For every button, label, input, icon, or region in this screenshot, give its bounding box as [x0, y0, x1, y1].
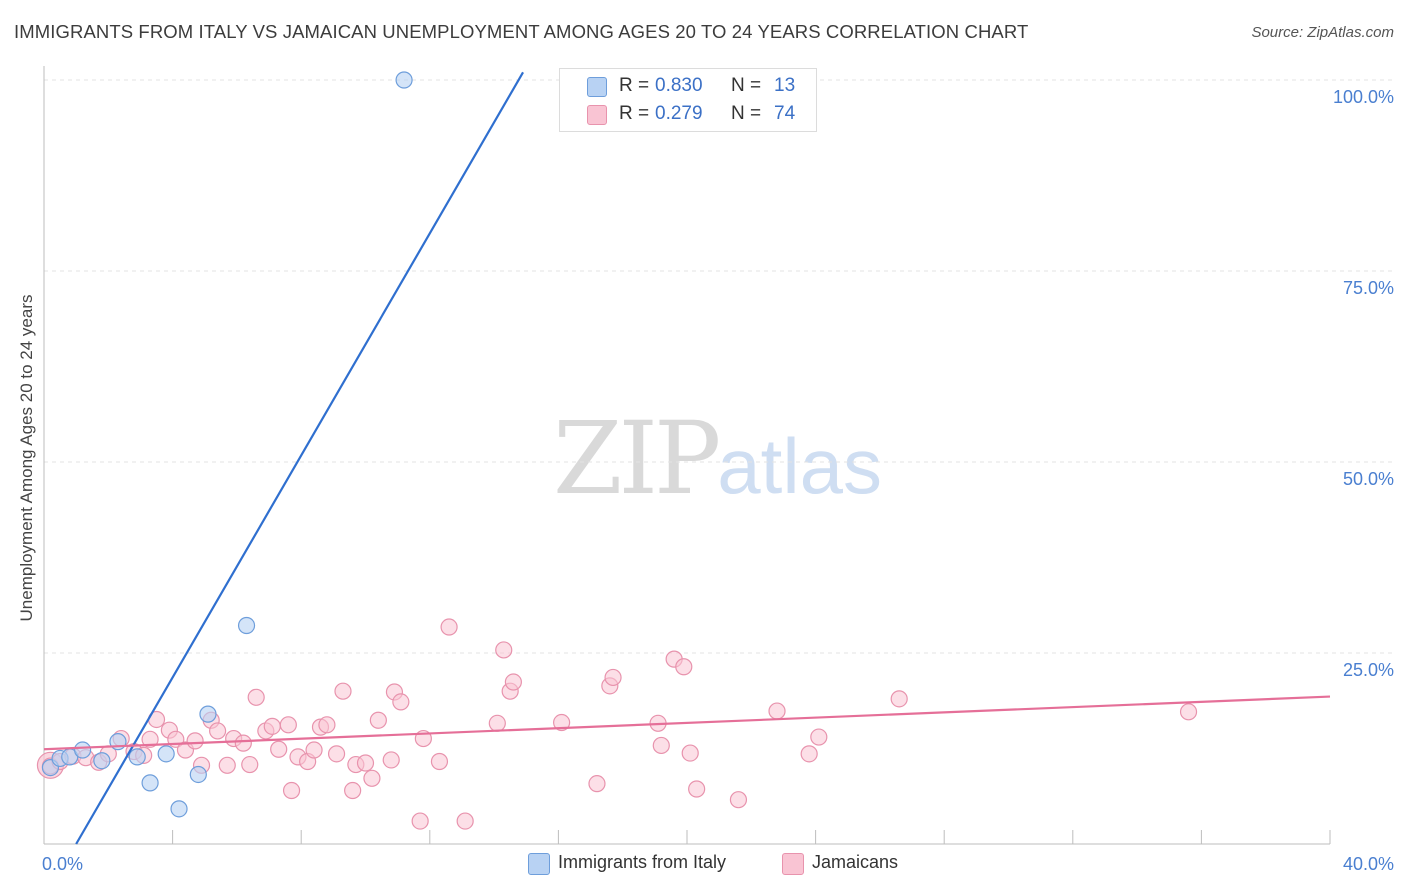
legend-label: Immigrants from Italy	[558, 852, 727, 872]
data-point-italy	[141, 774, 159, 792]
data-point-italy	[199, 705, 217, 723]
data-point-jamaicans	[652, 736, 670, 755]
data-point-italy	[73, 741, 92, 759]
watermark: ZIPatlas	[553, 400, 882, 517]
trend-lines	[43, 71, 1331, 845]
data-point-italy	[93, 752, 111, 770]
italy-points	[41, 71, 413, 818]
data-point-jamaicans	[768, 702, 786, 720]
data-point-jamaicans	[209, 722, 227, 740]
data-point-jamaicans	[504, 673, 522, 691]
x-tick-label: 0.0%	[42, 854, 83, 874]
r-label: R =	[619, 103, 650, 124]
data-point-jamaicans	[263, 717, 281, 735]
jamaicans-swatch	[587, 105, 607, 125]
data-point-jamaicans	[344, 781, 362, 800]
data-point-jamaicans	[241, 755, 259, 774]
data-point-italy	[395, 71, 413, 89]
watermark-zip: ZIP	[553, 400, 721, 517]
data-point-italy	[189, 765, 207, 784]
data-point-jamaicans	[369, 711, 387, 729]
data-point-jamaicans	[411, 812, 429, 830]
data-point-italy	[170, 800, 188, 818]
data-point-jamaicans	[218, 756, 236, 774]
data-point-jamaicans	[430, 752, 449, 771]
data-point-jamaicans	[1179, 703, 1198, 721]
data-point-jamaicans	[382, 751, 400, 769]
data-point-jamaicans	[588, 775, 606, 793]
data-point-jamaicans	[456, 812, 474, 830]
y-tick-label: 75.0%	[1343, 278, 1394, 298]
jamaicans-swatch	[782, 853, 804, 875]
data-point-jamaicans	[495, 641, 513, 659]
data-point-jamaicans	[729, 791, 748, 809]
axis-layer	[43, 66, 1331, 845]
data-point-jamaicans	[440, 618, 458, 636]
data-point-jamaicans	[318, 716, 336, 734]
r-value: 0.830	[655, 75, 703, 96]
x-tick-label: 40.0%	[1343, 854, 1394, 874]
r-value: 0.279	[655, 103, 703, 124]
data-point-jamaicans	[688, 780, 706, 798]
tick-labels: 25.0% 50.0% 75.0% 100.0% 0.0% 40.0%	[42, 87, 1394, 874]
italy-swatch	[528, 853, 550, 875]
data-point-jamaicans	[553, 713, 571, 732]
grid-layer	[44, 79, 1394, 654]
data-point-jamaicans	[810, 728, 828, 746]
n-value: 74	[774, 103, 796, 124]
data-point-jamaicans	[279, 716, 297, 734]
data-point-jamaicans	[675, 658, 693, 676]
data-point-jamaicans	[305, 741, 323, 759]
data-point-jamaicans	[392, 693, 410, 711]
chart-title: IMMIGRANTS FROM ITALY VS JAMAICAN UNEMPL…	[14, 21, 1029, 42]
data-point-jamaicans	[327, 745, 346, 763]
data-point-jamaicans	[334, 682, 352, 700]
legend-row-italy: R = 0.830 N = 13	[560, 72, 816, 100]
data-point-jamaicans	[234, 734, 252, 752]
jamaicans-points	[36, 618, 1198, 830]
data-point-jamaicans	[282, 781, 301, 800]
source-label: Source: ZipAtlas.com	[1251, 24, 1394, 41]
data-point-jamaicans	[247, 688, 265, 706]
r-label: R =	[619, 75, 650, 96]
data-point-jamaicans	[141, 730, 159, 748]
n-value: 13	[774, 75, 796, 96]
data-point-italy	[237, 616, 256, 635]
n-label: N =	[731, 103, 762, 124]
data-point-jamaicans	[363, 769, 381, 787]
n-label: N =	[731, 75, 762, 96]
y-tick-label: 100.0%	[1333, 87, 1394, 107]
correlation-legend: R = 0.830 N = 13 R = 0.279 N = 74	[559, 68, 817, 132]
data-point-jamaicans	[186, 732, 204, 750]
trend-line-italy	[75, 71, 524, 845]
trend-line-jamaicans	[43, 695, 1331, 751]
watermark-atlas: atlas	[717, 422, 883, 510]
italy-swatch	[587, 77, 607, 97]
data-point-jamaicans	[890, 690, 908, 708]
data-point-jamaicans	[488, 714, 506, 732]
data-point-jamaicans	[604, 668, 622, 687]
data-point-italy	[128, 748, 146, 766]
data-point-jamaicans	[800, 745, 818, 763]
data-point-italy	[157, 745, 175, 763]
legend-label: Jamaicans	[812, 852, 899, 872]
data-point-jamaicans	[270, 740, 288, 758]
data-point-jamaicans	[681, 744, 699, 762]
data-point-jamaicans	[356, 754, 375, 772]
series-legend: Immigrants from Italy Jamaicans	[0, 852, 1406, 878]
legend-row-jamaicans: R = 0.279 N = 74	[560, 100, 816, 128]
y-tick-label: 50.0%	[1343, 469, 1394, 489]
y-tick-label: 25.0%	[1343, 660, 1394, 680]
